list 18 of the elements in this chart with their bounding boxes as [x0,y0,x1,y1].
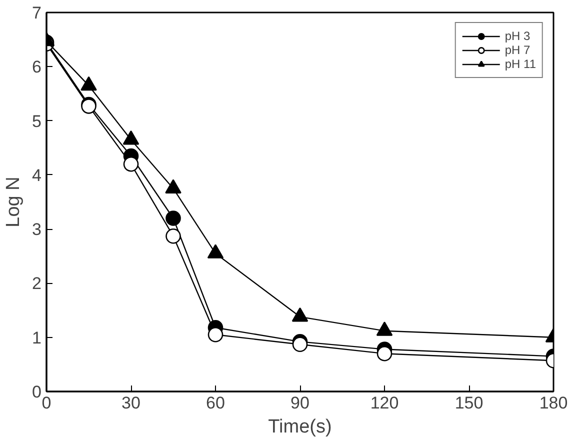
y-axis-title: Log N [3,176,24,228]
y-tick-label: 1 [32,328,42,348]
legend-label: pH 7 [504,43,530,57]
y-tick-label: 4 [32,166,42,185]
y-tick-label: 6 [32,58,42,77]
x-tick-label: 30 [122,394,140,412]
y-tick-label: 7 [32,4,42,22]
y-tick-label: 3 [32,220,42,240]
legend-label: pH 3 [504,29,530,43]
x-axis-title: Time(s) [268,416,332,438]
x-tick-label: 150 [454,394,484,412]
y-tick-label: 2 [32,274,42,294]
x-tick-label: 180 [539,394,568,412]
y-tick-label: 5 [32,112,42,131]
legend-label: pH 11 [504,57,536,71]
x-tick-label: 90 [290,394,310,412]
x-tick-label: 60 [206,394,225,412]
x-tick-label: 120 [370,394,399,412]
